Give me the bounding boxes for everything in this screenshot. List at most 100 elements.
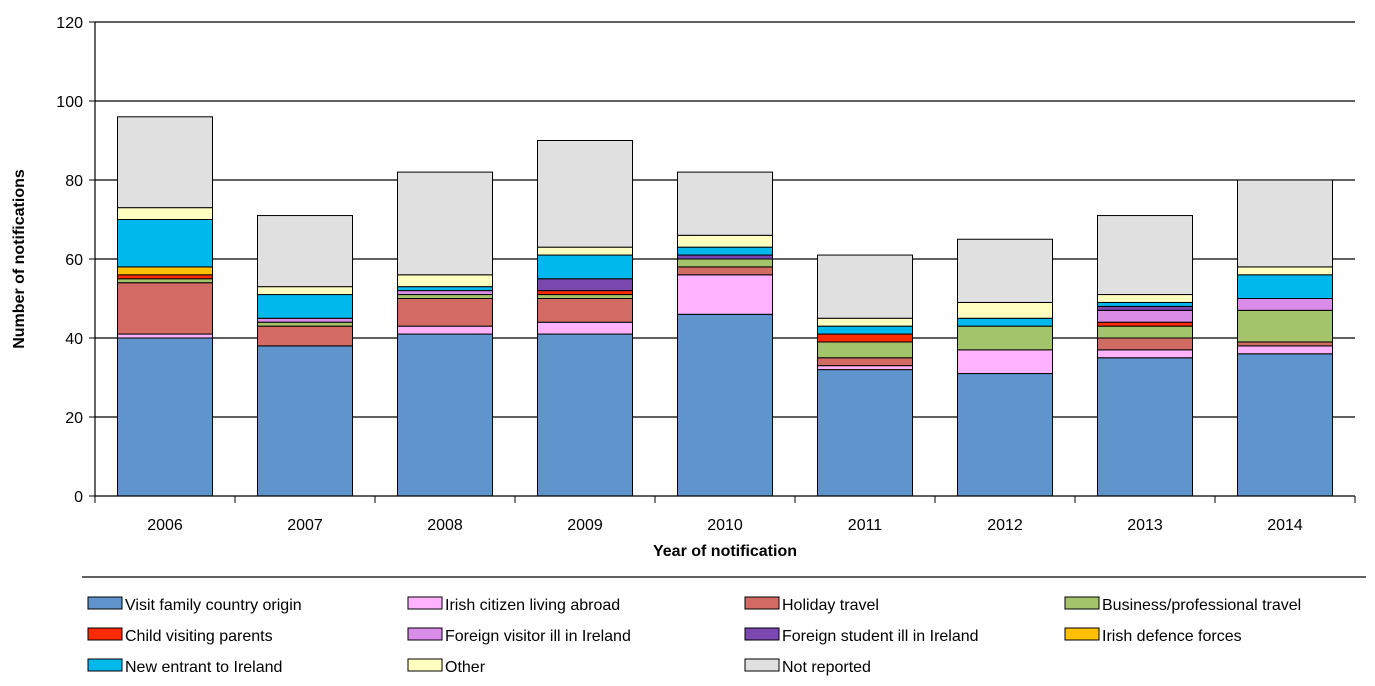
bar-segment: [817, 357, 913, 367]
bar-segment: [257, 317, 353, 323]
bar-segment: [677, 246, 773, 256]
x-tick-label: 2009: [567, 517, 603, 534]
legend-swatch: [87, 658, 123, 672]
bar-segment: [1097, 294, 1193, 303]
bar-segment: [117, 116, 213, 209]
bar-segment: [1237, 345, 1333, 355]
y-tick-label: 120: [56, 15, 83, 32]
bar-segment: [957, 349, 1053, 375]
legend-swatch: [407, 627, 443, 641]
bar-segment: [397, 171, 493, 276]
bar-segment: [397, 294, 493, 299]
bar-segment: [957, 301, 1053, 319]
bar-segment: [537, 246, 633, 256]
bar-segment: [677, 274, 773, 315]
y-tick-label: 40: [65, 331, 83, 348]
x-tick-label: 2013: [1127, 517, 1163, 534]
y-tick-label: 60: [65, 252, 83, 269]
bar-segment: [537, 290, 633, 296]
bar-segment: [1237, 266, 1333, 276]
bar-segment: [1237, 309, 1333, 343]
bar-segment: [537, 278, 633, 292]
bar-segment: [677, 254, 773, 260]
bar-segment: [397, 325, 493, 335]
bar-segment: [117, 337, 213, 497]
bar-segment: [1097, 215, 1193, 296]
bar-segment: [117, 278, 213, 284]
bar-segment: [1097, 305, 1193, 311]
legend-label: Foreign visitor ill in Ireland: [445, 628, 631, 645]
bar-segment: [677, 313, 773, 497]
y-tick-label: 100: [56, 94, 83, 111]
bar-segment: [1097, 321, 1193, 327]
bar-segment: [257, 325, 353, 347]
bar-segment: [537, 333, 633, 497]
bar-segment: [817, 369, 913, 497]
bar-segment: [397, 286, 493, 292]
bar-segment: [257, 215, 353, 288]
legend-swatch: [744, 658, 780, 672]
x-tick-label: 2007: [287, 517, 323, 534]
legend-label: Child visiting parents: [125, 628, 273, 645]
bar-segment: [1237, 298, 1333, 311]
bar-segment: [817, 341, 913, 359]
legend-swatch: [1064, 596, 1100, 610]
legend-swatch: [87, 596, 123, 610]
x-tick-label: 2011: [848, 517, 883, 534]
bar-segment: [117, 333, 213, 339]
bar-segment: [1237, 274, 1333, 299]
bar-segment: [817, 254, 913, 319]
x-tick-label: 2006: [147, 517, 183, 534]
legend-swatch: [744, 596, 780, 610]
x-tick-label: 2012: [987, 517, 1023, 534]
bar-segment: [117, 266, 213, 276]
legend-label: New entrant to Ireland: [125, 659, 282, 676]
legend-swatch: [744, 627, 780, 641]
bar-segment: [257, 345, 353, 497]
legend-swatch: [87, 627, 123, 641]
bar-segment: [1097, 301, 1193, 307]
legend-label: Irish defence forces: [1102, 628, 1242, 645]
bar-segment: [1237, 179, 1333, 268]
x-tick-label: 2014: [1267, 517, 1303, 534]
bar-segment: [257, 294, 353, 319]
bar-segment: [117, 282, 213, 335]
x-tick-label: 2010: [707, 517, 743, 534]
bar-segment: [1097, 337, 1193, 351]
bar-segment: [257, 321, 353, 327]
legend-label: Foreign student ill in Ireland: [782, 628, 979, 645]
bar-segment: [397, 333, 493, 497]
legend-swatch: [407, 596, 443, 610]
bar-segment: [957, 325, 1053, 351]
bar-segment: [677, 266, 773, 276]
bar-segment: [817, 325, 913, 335]
bar-segment: [117, 219, 213, 268]
legend-label: Not reported: [782, 659, 871, 676]
bar-segment: [537, 254, 633, 280]
legend-label: Visit family country origin: [125, 597, 302, 614]
y-axis-title: Number of notifications: [11, 169, 28, 349]
bar-segment: [817, 333, 913, 343]
legend-label: Other: [445, 659, 486, 676]
x-axis-title: Year of notification: [653, 543, 797, 560]
bar-segment: [397, 274, 493, 288]
bar-segment: [257, 286, 353, 296]
legend-label: Business/professional travel: [1102, 597, 1301, 614]
legend-label: Irish citizen living abroad: [445, 597, 620, 614]
bar-segment: [397, 290, 493, 296]
y-tick-label: 80: [65, 173, 83, 190]
bar-segment: [117, 207, 213, 220]
bar-segment: [537, 140, 633, 248]
bar-segment: [957, 238, 1053, 303]
bar-segment: [817, 317, 913, 327]
bar-segment: [117, 274, 213, 280]
y-tick-label: 20: [65, 410, 83, 427]
y-tick-label: 0: [74, 489, 83, 506]
bar-segment: [1097, 357, 1193, 497]
bar-segment: [817, 365, 913, 371]
bar-segment: [1237, 341, 1333, 347]
legend-swatch: [1064, 627, 1100, 641]
bar-segment: [537, 294, 633, 299]
bar-segment: [537, 298, 633, 323]
